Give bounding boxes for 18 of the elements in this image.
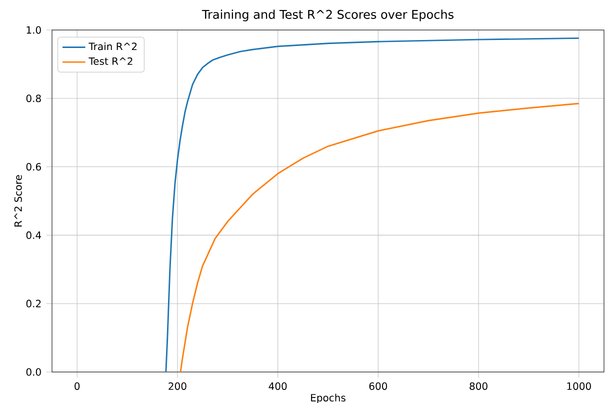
legend-label: Train R^2 [88, 42, 137, 50]
y-tick-label: 0.6 [26, 163, 41, 171]
y-tick-label: 0.8 [26, 94, 41, 102]
x-tick-label: 1000 [567, 382, 591, 390]
x-tick-label: 800 [470, 382, 488, 390]
x-tick-label: 600 [369, 382, 388, 390]
y-tick-label: 1.0 [26, 26, 41, 34]
y-tick-label: 0.4 [26, 231, 42, 239]
y-axis-title: R^2 Score [14, 175, 22, 226]
y-tick-label: 0.0 [26, 368, 41, 376]
x-axis-title: Epochs [311, 394, 346, 403]
y-tick-label: 0.2 [26, 300, 41, 308]
chart-title: Training and Test R^2 Scores over Epochs [202, 10, 454, 22]
x-tick-label: 0 [74, 382, 80, 390]
x-tick-label: 400 [268, 382, 287, 390]
legend-label: Test R^2 [88, 57, 132, 65]
x-tick-label: 200 [168, 382, 186, 390]
line-series [180, 102, 580, 372]
